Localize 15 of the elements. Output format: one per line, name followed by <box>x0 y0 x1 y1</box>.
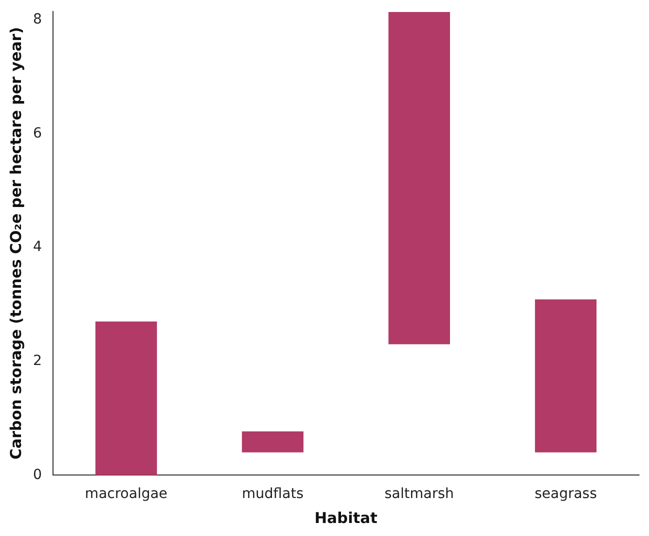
y-tick-label: 6 <box>32 125 42 142</box>
x-tick-label: macroalgae <box>84 486 168 502</box>
y-tick-label: 8 <box>32 12 42 28</box>
bar <box>242 431 304 452</box>
x-tick-label: mudflats <box>242 486 304 502</box>
y-tick-label: 4 <box>32 239 42 256</box>
y-tick-label: 0 <box>32 466 42 483</box>
x-tick-label: seagrass <box>534 486 597 502</box>
x-axis-title: Habitat <box>314 508 378 527</box>
bar <box>95 322 157 476</box>
bar <box>534 299 597 452</box>
bar <box>388 12 450 344</box>
y-tick-label: 2 <box>32 353 42 370</box>
y-axis-title: Carbon storage (tonnes CO₂e per hectare per year) <box>6 27 25 460</box>
x-tick-label: saltmarsh <box>384 486 454 502</box>
